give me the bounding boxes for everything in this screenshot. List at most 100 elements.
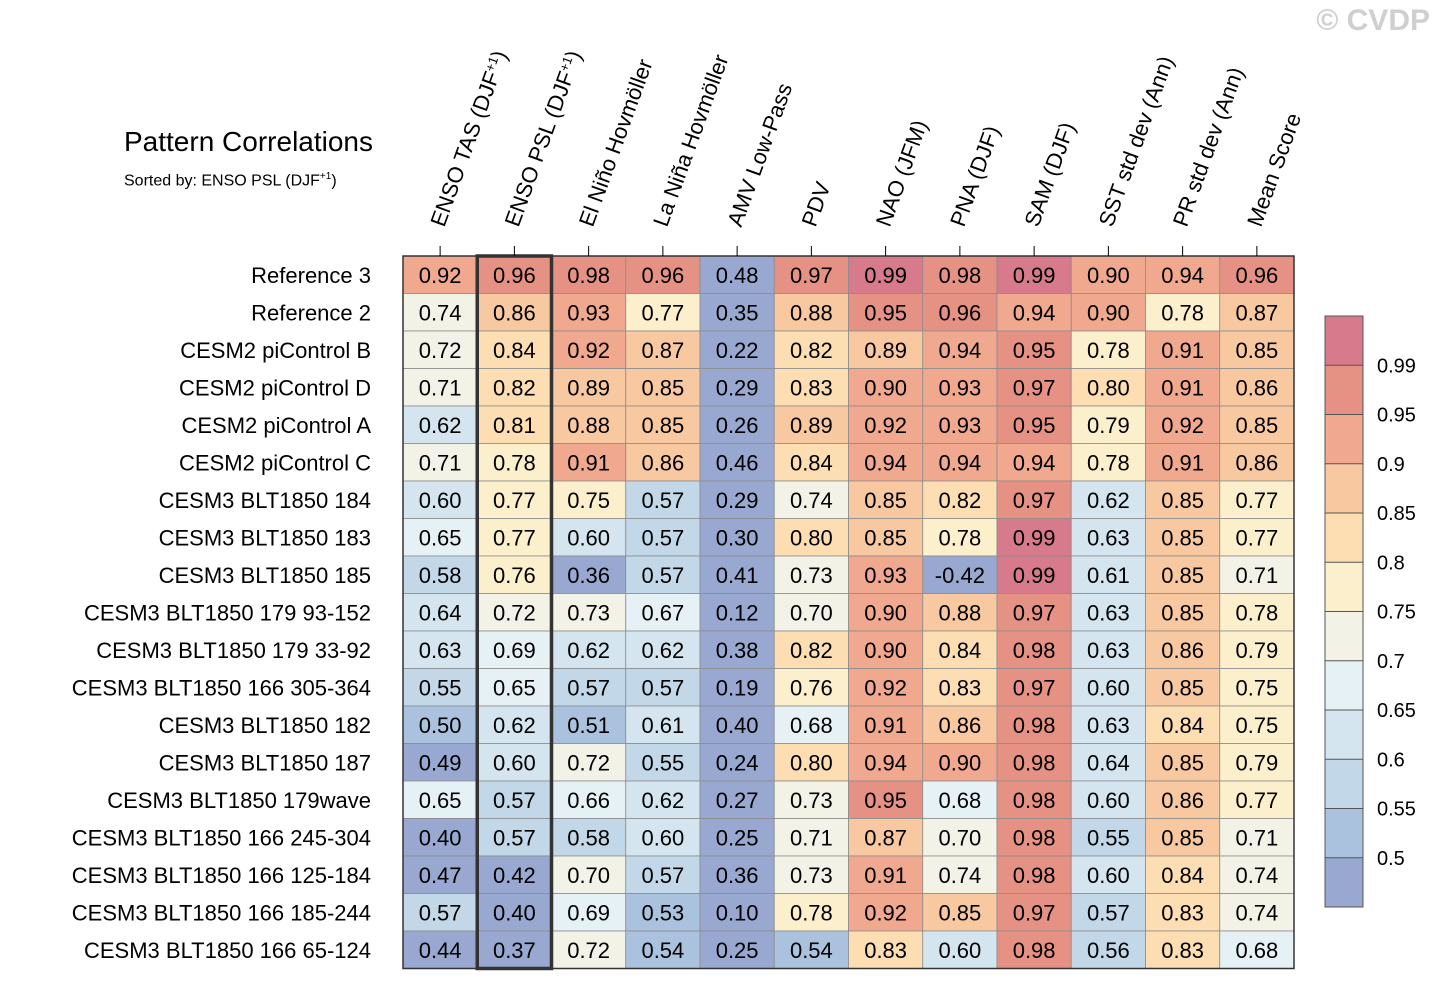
row-label: CESM3 BLT1850 166 65-124: [84, 938, 371, 963]
cell-value-label: 0.85: [938, 900, 981, 925]
cell-value-label: 0.63: [1087, 638, 1130, 663]
cell-value-label: 0.69: [493, 638, 536, 663]
cell-value-label: 0.96: [641, 263, 684, 288]
cell-value-label: 0.93: [567, 300, 610, 325]
heatmap-cell: [476, 368, 552, 407]
cell-value-label: 0.75: [1235, 713, 1278, 738]
cell-value-label: 0.98: [1013, 825, 1056, 850]
cell-value-label: 0.85: [864, 525, 907, 550]
heatmap-cell: [625, 630, 701, 669]
cell-value-label: 0.91: [864, 713, 907, 738]
heatmap-cell: [922, 518, 998, 557]
colorbar-bin: [1325, 857, 1363, 907]
heatmap-cell: [551, 668, 627, 707]
heatmap-cell: [402, 293, 478, 332]
chart-subtitle: Sorted by: ENSO PSL (DJF+1): [124, 171, 337, 190]
column-label: AMV Low-Pass: [722, 80, 797, 230]
heatmap-cell: [1070, 705, 1146, 744]
cell-value-label: 0.95: [864, 300, 907, 325]
column-label: ENSO TAS (DJF+1): [425, 47, 512, 230]
cell-value-label: 0.71: [419, 450, 462, 475]
heatmap-cell: [773, 330, 849, 369]
heatmap-cell: [1219, 593, 1295, 632]
heatmap-cell: [1145, 780, 1221, 819]
cell-value-label: 0.97: [1013, 900, 1056, 925]
colorbar-tick-label: 0.7: [1377, 651, 1405, 673]
cell-value-label: 0.68: [790, 713, 833, 738]
cell-value-label: 0.74: [1235, 863, 1278, 888]
cell-value-label: 0.63: [419, 638, 462, 663]
colorbar-tick-label: 0.8: [1377, 552, 1405, 574]
cell-value-label: 0.97: [1013, 600, 1056, 625]
cell-value-label: 0.60: [1087, 788, 1130, 813]
cell-value-label: 0.87: [864, 825, 907, 850]
cell-value-label: 0.62: [567, 638, 610, 663]
cell-value-label: 0.78: [938, 525, 981, 550]
cell-value-label: 0.99: [1013, 563, 1056, 588]
cell-value-label: 0.86: [938, 713, 981, 738]
row-label: CESM3 BLT1850 179wave: [107, 788, 371, 813]
heatmap-cell: [699, 780, 775, 819]
row-label: CESM2 piControl C: [179, 450, 371, 475]
row-label: CESM3 BLT1850 182: [159, 713, 371, 738]
cell-value-label: 0.36: [716, 863, 759, 888]
heatmap-cell: [625, 255, 701, 294]
row-label: CESM3 BLT1850 185: [159, 563, 371, 588]
cell-value-label: 0.91: [864, 863, 907, 888]
row-label: CESM3 BLT1850 179 33-92: [96, 638, 371, 663]
cell-value-label: 0.73: [790, 863, 833, 888]
column-label: NAO (JFM): [871, 117, 933, 230]
cell-value-label: 0.81: [493, 413, 536, 438]
row-label: Reference 3: [251, 263, 371, 288]
cell-value-label: 0.85: [641, 375, 684, 400]
cell-value-label: 0.40: [493, 900, 536, 925]
cell-value-label: 0.96: [1235, 263, 1278, 288]
cell-value-label: 0.88: [938, 600, 981, 625]
cell-value-label: 0.90: [864, 600, 907, 625]
cell-value-label: 0.73: [567, 600, 610, 625]
heatmap-cell: [1145, 593, 1221, 632]
cell-value-label: 0.22: [716, 338, 759, 363]
cell-value-label: 0.41: [716, 563, 759, 588]
cell-value-label: 0.99: [864, 263, 907, 288]
heatmap-cell: [848, 330, 924, 369]
cell-value-label: 0.40: [716, 713, 759, 738]
heatmap-cell: [699, 818, 775, 857]
cell-value-label: 0.86: [493, 300, 536, 325]
cell-value-label: 0.85: [641, 413, 684, 438]
cell-value-label: 0.86: [641, 450, 684, 475]
heatmap-cell: [1219, 668, 1295, 707]
cell-value-label: 0.50: [419, 713, 462, 738]
heatmap-cell: [476, 818, 552, 857]
heatmap-cell: [1070, 855, 1146, 894]
heatmap-cell: [1070, 893, 1146, 932]
cell-value-label: 0.57: [641, 863, 684, 888]
cell-value-label: 0.73: [790, 563, 833, 588]
heatmap-cell: [1145, 443, 1221, 482]
cell-value-label: 0.47: [419, 863, 462, 888]
heatmap-cell: [1219, 368, 1295, 407]
heatmap-cell: [551, 743, 627, 782]
cell-value-label: 0.66: [567, 788, 610, 813]
heatmap-cell: [922, 930, 998, 969]
cell-value-label: 0.98: [1013, 713, 1056, 738]
heatmap-cell: [476, 405, 552, 444]
cell-value-label: 0.69: [567, 900, 610, 925]
cell-value-label: 0.86: [1235, 450, 1278, 475]
heatmap-cell: [1070, 405, 1146, 444]
cell-value-label: 0.70: [790, 600, 833, 625]
colorbar-bin: [1325, 710, 1363, 760]
heatmap-cell: [551, 480, 627, 519]
cell-value-label: 0.62: [419, 413, 462, 438]
column-label: PNA (DJF): [945, 122, 1004, 229]
heatmap-cell: [551, 368, 627, 407]
heatmap-cell: [773, 443, 849, 482]
heatmap-cell: [699, 255, 775, 294]
cell-value-label: 0.62: [641, 788, 684, 813]
heatmap-cell: [996, 480, 1072, 519]
cell-value-label: 0.82: [790, 338, 833, 363]
heatmap-cell: [1219, 555, 1295, 594]
cell-value-label: 0.89: [790, 413, 833, 438]
cell-value-label: 0.40: [419, 825, 462, 850]
